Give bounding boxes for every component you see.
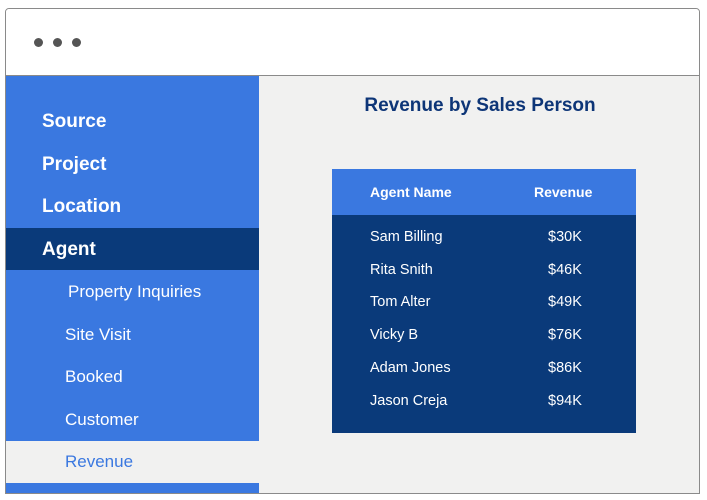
sidebar-item[interactable]: Source <box>42 111 107 132</box>
agent-name: Adam Jones <box>370 359 451 376</box>
browser-window: Source Project Location Agent Property Inqui… <box>5 8 700 494</box>
revenue: $49K <box>548 294 582 311</box>
window-dot <box>72 38 81 47</box>
agent-name: Jason Creja <box>370 392 448 409</box>
sidebar-item[interactable]: Project <box>42 153 107 175</box>
sidebar-item[interactable]: Location <box>42 196 122 217</box>
revenue: $86K <box>548 359 582 376</box>
revenue-table: Agent Name Revenue Sam Billing $30K Rita S… <box>332 169 636 433</box>
agent-name: Tom Alter <box>370 294 431 311</box>
agent-name: Vicky B <box>370 327 419 344</box>
agent-name: Rita Snith <box>370 261 433 278</box>
page-title: Revenue by Sales Person <box>364 95 596 116</box>
selected-item-band <box>6 441 259 483</box>
sidebar-item[interactable]: Agent <box>42 238 96 260</box>
column-header: Agent Name <box>370 184 452 200</box>
active-item-band <box>6 227 259 270</box>
revenue: $94K <box>548 392 582 409</box>
window-top-bar <box>6 9 699 76</box>
window-dot <box>34 38 43 47</box>
table-header: Agent Name Revenue <box>332 169 636 215</box>
sidebar-subitem[interactable]: Site Visit <box>65 324 131 344</box>
revenue: $30K <box>548 229 582 245</box>
sidebar-subitem[interactable]: Revenue <box>65 452 134 471</box>
sidebar-subitem[interactable]: Customer <box>65 409 139 429</box>
sidebar-subitem[interactable]: Booked <box>65 367 123 386</box>
sidebar: Source Project Location Agent Property Inqui… <box>6 76 259 493</box>
column-header: Revenue <box>534 184 593 200</box>
revenue: $76K <box>548 327 582 344</box>
revenue: $46K <box>548 261 582 278</box>
sidebar-subitem[interactable]: Property Inquiries <box>68 282 202 301</box>
window-dot <box>53 38 62 47</box>
agent-name: Sam Billing <box>370 229 443 245</box>
